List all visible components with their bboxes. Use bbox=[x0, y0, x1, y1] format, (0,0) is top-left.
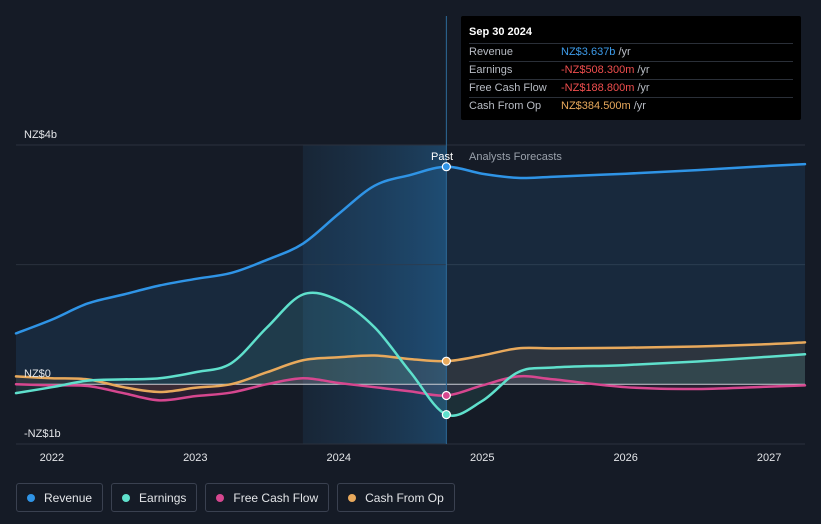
tooltip-label: Earnings bbox=[469, 64, 513, 76]
legend-label: Cash From Op bbox=[365, 490, 444, 505]
tooltip-value: NZ$384.500m bbox=[561, 100, 631, 112]
free-cash-flow-marker bbox=[441, 390, 451, 401]
tooltip-row-revenue: Revenue NZ$3.637b /yr bbox=[469, 44, 793, 62]
y-tick-label: -NZ$1b bbox=[24, 428, 61, 440]
legend-item-earnings[interactable]: Earnings bbox=[111, 483, 198, 512]
tooltip: Sep 30 2024 Revenue NZ$3.637b /yr Earnin… bbox=[461, 16, 801, 120]
x-tick-label: 2025 bbox=[470, 452, 494, 464]
tooltip-value: -NZ$508.300m bbox=[561, 64, 635, 76]
tooltip-row-free-cash-flow: Free Cash Flow -NZ$188.800m /yr bbox=[469, 80, 793, 98]
cash-from-op-marker bbox=[441, 356, 451, 366]
cash-from-op-dot-icon bbox=[348, 493, 357, 502]
legend-item-revenue[interactable]: Revenue bbox=[16, 483, 104, 512]
legend-label: Revenue bbox=[44, 490, 93, 505]
earnings-line bbox=[14, 291, 807, 417]
legend-item-free-cash-flow[interactable]: Free Cash Flow bbox=[205, 483, 330, 512]
y-tick-label: NZ$4b bbox=[24, 129, 57, 141]
tooltip-value: NZ$3.637b bbox=[561, 46, 616, 58]
free-cash-flow-line bbox=[14, 374, 807, 402]
past-label: Past bbox=[431, 151, 453, 163]
cash-from-op-area bbox=[16, 342, 805, 392]
y-tick-label: NZ$0 bbox=[24, 368, 51, 380]
free-cash-flow-dot-icon bbox=[216, 493, 225, 502]
revenue-area bbox=[16, 164, 805, 385]
legend-label: Free Cash Flow bbox=[233, 490, 319, 505]
tooltip-row-cash-from-op: Cash From Op NZ$384.500m /yr bbox=[469, 98, 793, 115]
x-tick-label: 2022 bbox=[40, 452, 64, 464]
tooltip-label: Free Cash Flow bbox=[469, 82, 547, 94]
forecast-label: Analysts Forecasts bbox=[469, 151, 562, 163]
earnings-dot-icon bbox=[122, 493, 131, 502]
tooltip-value: -NZ$188.800m bbox=[561, 82, 635, 94]
cash-from-op-line bbox=[14, 341, 807, 394]
tooltip-unit: /yr bbox=[633, 100, 646, 112]
tooltip-unit: /yr bbox=[618, 46, 631, 58]
tooltip-date: Sep 30 2024 bbox=[469, 24, 793, 44]
tooltip-row-earnings: Earnings -NZ$508.300m /yr bbox=[469, 62, 793, 80]
revenue-dot-icon bbox=[27, 493, 35, 502]
legend-label: Earnings bbox=[139, 490, 187, 505]
legend-item-cash-from-op[interactable]: Cash From Op bbox=[337, 483, 455, 512]
revenue-line bbox=[14, 162, 807, 335]
x-tick-label: 2026 bbox=[613, 452, 637, 464]
tooltip-label: Revenue bbox=[469, 46, 514, 58]
earnings-marker bbox=[441, 409, 451, 420]
tooltip-unit: /yr bbox=[637, 82, 650, 94]
x-tick-label: 2023 bbox=[183, 452, 207, 464]
revenue-marker bbox=[441, 162, 451, 172]
x-tick-label: 2024 bbox=[327, 452, 351, 464]
x-tick-label: 2027 bbox=[757, 452, 781, 464]
tooltip-label: Cash From Op bbox=[469, 100, 542, 112]
tooltip-unit: /yr bbox=[637, 64, 650, 76]
legend: Revenue Earnings Free Cash Flow Cash Fro… bbox=[16, 483, 455, 512]
